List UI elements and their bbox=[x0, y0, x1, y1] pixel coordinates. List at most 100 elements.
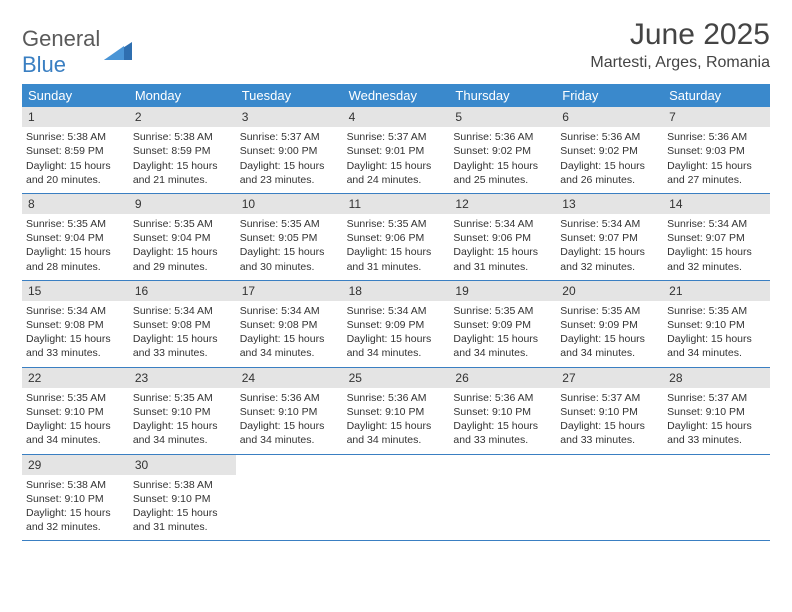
daylight-text-1: Daylight: 15 hours bbox=[133, 506, 232, 520]
daylight-text-1: Daylight: 15 hours bbox=[453, 159, 552, 173]
day-number: 5 bbox=[449, 107, 556, 127]
day-cell: 30 Sunrise: 5:38 AMSunset: 9:10 PMDayligh… bbox=[129, 455, 236, 541]
day-number: 2 bbox=[129, 107, 236, 127]
sunset-text: Sunset: 9:06 PM bbox=[453, 231, 552, 245]
daylight-text-1: Daylight: 15 hours bbox=[133, 159, 232, 173]
location-text: Martesti, Arges, Romania bbox=[590, 54, 770, 72]
daylight-text-2: and 34 minutes. bbox=[347, 433, 446, 447]
day-number: 14 bbox=[663, 194, 770, 214]
daylight-text-1: Daylight: 15 hours bbox=[667, 419, 766, 433]
daylight-text-2: and 34 minutes. bbox=[560, 346, 659, 360]
daylight-text-2: and 34 minutes. bbox=[667, 346, 766, 360]
sunset-text: Sunset: 9:10 PM bbox=[240, 405, 339, 419]
sunset-text: Sunset: 9:00 PM bbox=[240, 144, 339, 158]
daylight-text-2: and 20 minutes. bbox=[26, 173, 125, 187]
week-row: 29Sunrise: 5:38 AMSunset: 9:10 PMDayligh… bbox=[22, 455, 770, 542]
sunset-text: Sunset: 9:01 PM bbox=[347, 144, 446, 158]
sunset-text: Sunset: 9:08 PM bbox=[133, 318, 232, 332]
daylight-text-1: Daylight: 15 hours bbox=[133, 332, 232, 346]
day-cell: 18 Sunrise: 5:34 AMSunset: 9:09 PMDayligh… bbox=[343, 281, 450, 367]
daylight-text-1: Daylight: 15 hours bbox=[560, 419, 659, 433]
weekday-header-row: SundayMondayTuesdayWednesdayThursdayFrid… bbox=[22, 84, 770, 107]
day-number: 13 bbox=[556, 194, 663, 214]
sunrise-text: Sunrise: 5:34 AM bbox=[560, 217, 659, 231]
day-number: 27 bbox=[556, 368, 663, 388]
day-cell: 2Sunrise: 5:38 AMSunset: 8:59 PMDaylight… bbox=[129, 107, 236, 193]
day-cell bbox=[663, 455, 770, 541]
daylight-text-2: and 31 minutes. bbox=[347, 260, 446, 274]
sunset-text: Sunset: 9:09 PM bbox=[560, 318, 659, 332]
sunrise-text: Sunrise: 5:38 AM bbox=[133, 478, 232, 492]
weekday-header-cell: Monday bbox=[129, 84, 236, 107]
day-cell bbox=[449, 455, 556, 541]
logo-triangle-icon bbox=[104, 40, 132, 64]
daylight-text-1: Daylight: 15 hours bbox=[667, 245, 766, 259]
day-cell: 15Sunrise: 5:34 AMSunset: 9:08 PMDayligh… bbox=[22, 281, 129, 367]
daylight-text-2: and 23 minutes. bbox=[240, 173, 339, 187]
day-number: 15 bbox=[22, 281, 129, 301]
sunrise-text: Sunrise: 5:36 AM bbox=[453, 391, 552, 405]
daylight-text-1: Daylight: 15 hours bbox=[453, 245, 552, 259]
logo-word-blue: Blue bbox=[22, 52, 66, 77]
sunset-text: Sunset: 9:10 PM bbox=[453, 405, 552, 419]
daylight-text-2: and 33 minutes. bbox=[560, 433, 659, 447]
day-cell: 8Sunrise: 5:35 AMSunset: 9:04 PMDaylight… bbox=[22, 194, 129, 280]
daylight-text-2: and 33 minutes. bbox=[667, 433, 766, 447]
day-cell: 3Sunrise: 5:37 AMSunset: 9:00 PMDaylight… bbox=[236, 107, 343, 193]
day-cell: 1Sunrise: 5:38 AMSunset: 8:59 PMDaylight… bbox=[22, 107, 129, 193]
sunset-text: Sunset: 9:09 PM bbox=[347, 318, 446, 332]
daylight-text-1: Daylight: 15 hours bbox=[347, 332, 446, 346]
sunset-text: Sunset: 9:04 PM bbox=[133, 231, 232, 245]
sunrise-text: Sunrise: 5:37 AM bbox=[240, 130, 339, 144]
daylight-text-2: and 21 minutes. bbox=[133, 173, 232, 187]
sunrise-text: Sunrise: 5:36 AM bbox=[347, 391, 446, 405]
page-header: General Blue June 2025 Martesti, Arges, … bbox=[22, 18, 770, 78]
daylight-text-1: Daylight: 15 hours bbox=[560, 245, 659, 259]
daylight-text-1: Daylight: 15 hours bbox=[240, 419, 339, 433]
weekday-header-cell: Thursday bbox=[449, 84, 556, 107]
day-number: 30 bbox=[129, 455, 236, 475]
sunset-text: Sunset: 9:02 PM bbox=[453, 144, 552, 158]
day-number: 17 bbox=[236, 281, 343, 301]
daylight-text-1: Daylight: 15 hours bbox=[560, 159, 659, 173]
day-number: 24 bbox=[236, 368, 343, 388]
sunset-text: Sunset: 9:07 PM bbox=[560, 231, 659, 245]
daylight-text-2: and 34 minutes. bbox=[133, 433, 232, 447]
sunrise-text: Sunrise: 5:35 AM bbox=[133, 391, 232, 405]
sunset-text: Sunset: 9:04 PM bbox=[26, 231, 125, 245]
day-number: 20 bbox=[556, 281, 663, 301]
sunset-text: Sunset: 9:10 PM bbox=[133, 405, 232, 419]
sunrise-text: Sunrise: 5:34 AM bbox=[240, 304, 339, 318]
sunset-text: Sunset: 9:10 PM bbox=[133, 492, 232, 506]
logo-word-general: General bbox=[22, 26, 100, 51]
sunrise-text: Sunrise: 5:34 AM bbox=[26, 304, 125, 318]
sunrise-text: Sunrise: 5:37 AM bbox=[667, 391, 766, 405]
daylight-text-2: and 34 minutes. bbox=[26, 433, 125, 447]
daylight-text-1: Daylight: 15 hours bbox=[667, 332, 766, 346]
sunrise-text: Sunrise: 5:34 AM bbox=[347, 304, 446, 318]
day-cell bbox=[556, 455, 663, 541]
daylight-text-1: Daylight: 15 hours bbox=[240, 332, 339, 346]
weekday-header-cell: Wednesday bbox=[343, 84, 450, 107]
day-cell: 23Sunrise: 5:35 AMSunset: 9:10 PMDayligh… bbox=[129, 368, 236, 454]
day-number: 18 bbox=[343, 281, 450, 301]
logo: General Blue bbox=[22, 26, 132, 78]
daylight-text-2: and 27 minutes. bbox=[667, 173, 766, 187]
sunset-text: Sunset: 9:10 PM bbox=[26, 492, 125, 506]
day-number: 16 bbox=[129, 281, 236, 301]
weekday-header-cell: Sunday bbox=[22, 84, 129, 107]
day-cell: 10Sunrise: 5:35 AMSunset: 9:05 PMDayligh… bbox=[236, 194, 343, 280]
sunrise-text: Sunrise: 5:35 AM bbox=[133, 217, 232, 231]
daylight-text-1: Daylight: 15 hours bbox=[347, 159, 446, 173]
day-number: 3 bbox=[236, 107, 343, 127]
day-cell: 19Sunrise: 5:35 AMSunset: 9:09 PMDayligh… bbox=[449, 281, 556, 367]
daylight-text-1: Daylight: 15 hours bbox=[347, 419, 446, 433]
day-cell: 9Sunrise: 5:35 AMSunset: 9:04 PMDaylight… bbox=[129, 194, 236, 280]
day-cell: 29Sunrise: 5:38 AMSunset: 9:10 PMDayligh… bbox=[22, 455, 129, 541]
sunrise-text: Sunrise: 5:35 AM bbox=[347, 217, 446, 231]
sunset-text: Sunset: 9:10 PM bbox=[560, 405, 659, 419]
sunrise-text: Sunrise: 5:37 AM bbox=[347, 130, 446, 144]
day-number: 4 bbox=[343, 107, 450, 127]
week-row: 1Sunrise: 5:38 AMSunset: 8:59 PMDaylight… bbox=[22, 107, 770, 194]
day-cell bbox=[343, 455, 450, 541]
